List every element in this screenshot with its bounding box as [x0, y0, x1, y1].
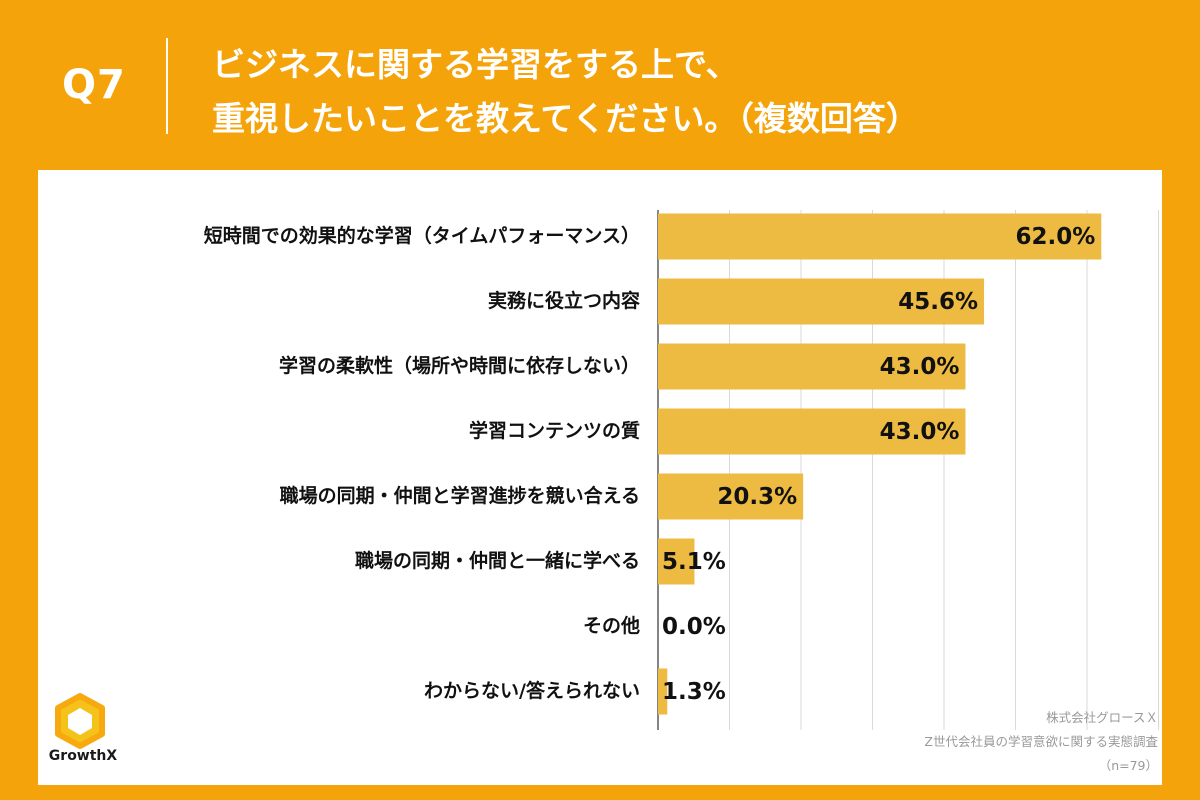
bar-chart: 短時間での効果的な学習（タイムパフォーマンス） 62.0% 実務に役立つ内容 45.6… [204, 210, 1159, 730]
growthx-logo-icon [55, 693, 105, 749]
chart-panel: 短時間での効果的な学習（タイムパフォーマンス） 62.0% 実務に役立つ内容 45.6… [38, 170, 1162, 785]
question-title-line1: ビジネスに関する学習をする上で、 [212, 45, 739, 84]
source-company: 株式会社グロースＸ [1046, 710, 1158, 725]
category-label: 学習の柔軟性（場所や時間に依存しない） [279, 354, 640, 377]
category-label: 職場の同期・仲間と学習進捗を競い合える [280, 484, 640, 507]
question-title: ビジネスに関する学習をする上で、 重視したいことを教えてください。（複数回答） [212, 38, 1172, 146]
bar [658, 473, 804, 520]
category-label: 職場の同期・仲間と一緒に学べる [355, 549, 640, 572]
category-label: わからない/答えられない [424, 679, 640, 702]
bar [658, 668, 668, 715]
bar [658, 408, 966, 455]
data-label: 45.6% [898, 289, 978, 315]
data-label: 5.1% [662, 549, 726, 575]
category-label: 学習コンテンツの質 [469, 419, 640, 442]
question-title-line2: 重視したいことを教えてください。（複数回答） [212, 99, 919, 138]
source-sample-size: （n=79） [1098, 758, 1158, 773]
data-label: 0.0% [662, 614, 726, 640]
category-label: 短時間での効果的な学習（タイムパフォーマンス） [204, 224, 640, 247]
category-label: 実務に役立つ内容 [488, 289, 640, 312]
data-label: 1.3% [662, 679, 726, 705]
data-label: 43.0% [880, 354, 960, 380]
data-label: 62.0% [1016, 224, 1096, 250]
source-note: 株式会社グロースＸ Z世代会社員の学習意欲に関する実態調査 （n=79） [924, 706, 1158, 778]
data-label: 43.0% [880, 419, 960, 445]
source-survey: Z世代会社員の学習意欲に関する実態調査 [924, 734, 1158, 749]
bar [658, 213, 1102, 260]
bar [658, 278, 985, 325]
header-divider [166, 38, 168, 134]
question-number: Q7 [62, 62, 126, 108]
bar [658, 538, 695, 585]
data-label: 20.3% [717, 484, 797, 510]
growthx-logo-text: GrowthX [48, 748, 118, 764]
bar [658, 343, 966, 390]
category-label: その他 [583, 614, 640, 637]
header: Q7 ビジネスに関する学習をする上で、 重視したいことを教えてください。（複数回… [0, 0, 1200, 170]
